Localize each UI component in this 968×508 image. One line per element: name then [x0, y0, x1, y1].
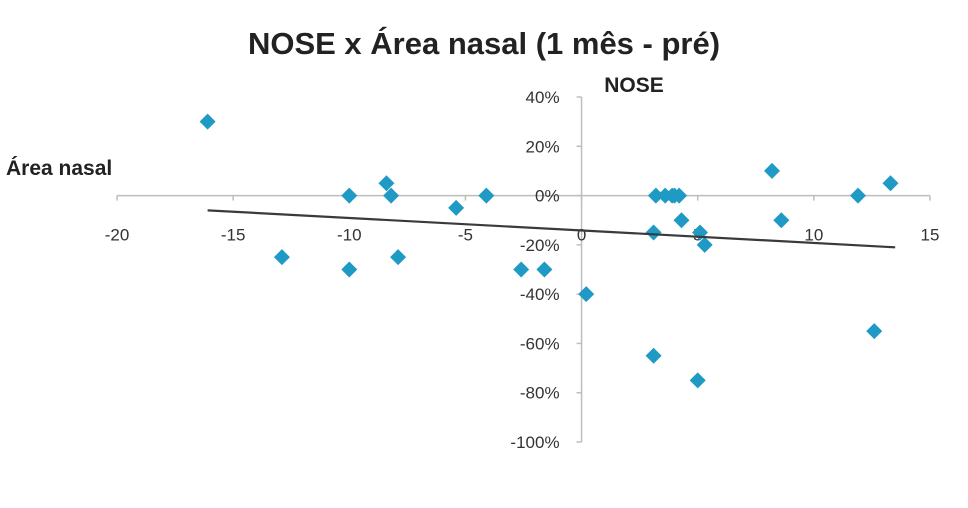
y-tick-label: -20% — [520, 236, 560, 255]
y-tick-label: 20% — [526, 137, 560, 156]
y-tick-label: -100% — [510, 433, 559, 452]
data-point — [849, 187, 866, 204]
data-point — [882, 175, 899, 192]
data-point — [773, 212, 790, 229]
data-point — [341, 187, 358, 204]
data-point — [645, 347, 662, 364]
trendline-group — [207, 209, 896, 249]
data-point — [378, 175, 395, 192]
chart-title: NOSE x Área nasal (1 mês - pré) — [248, 26, 720, 61]
x-tick-label: -15 — [221, 226, 246, 245]
data-point — [199, 113, 216, 130]
data-point — [536, 261, 553, 278]
data-point — [383, 187, 400, 204]
data-point — [696, 236, 713, 253]
x-axis-title: Área nasal — [6, 157, 112, 180]
data-point — [689, 372, 706, 389]
data-points — [199, 113, 899, 389]
data-point — [513, 261, 530, 278]
axes: -20-15-10-505101540%20%0%-20%-40%-60%-80… — [105, 88, 940, 452]
data-point — [645, 224, 662, 241]
data-point — [390, 249, 407, 266]
y-tick-label: -80% — [520, 384, 560, 403]
y-tick-label: -60% — [520, 334, 560, 353]
x-tick-label: 10 — [804, 226, 823, 245]
data-point — [671, 187, 688, 204]
x-tick-label: -5 — [458, 226, 473, 245]
x-tick-label: 15 — [921, 226, 940, 245]
data-point — [578, 286, 595, 303]
x-tick-label: -20 — [105, 226, 130, 245]
x-tick-label: 0 — [577, 226, 586, 245]
y-tick-label: -40% — [520, 285, 560, 304]
x-tick-label: -10 — [337, 226, 362, 245]
data-point — [341, 261, 358, 278]
data-point — [673, 212, 690, 229]
y-axis-title: NOSE — [604, 74, 664, 97]
data-point — [448, 199, 465, 216]
y-tick-label: 40% — [526, 88, 560, 107]
trendline — [207, 209, 896, 249]
data-point — [478, 187, 495, 204]
data-point — [764, 162, 781, 179]
data-point — [273, 249, 290, 266]
data-point — [647, 187, 664, 204]
data-point — [866, 323, 883, 340]
y-tick-label: 0% — [535, 187, 560, 206]
